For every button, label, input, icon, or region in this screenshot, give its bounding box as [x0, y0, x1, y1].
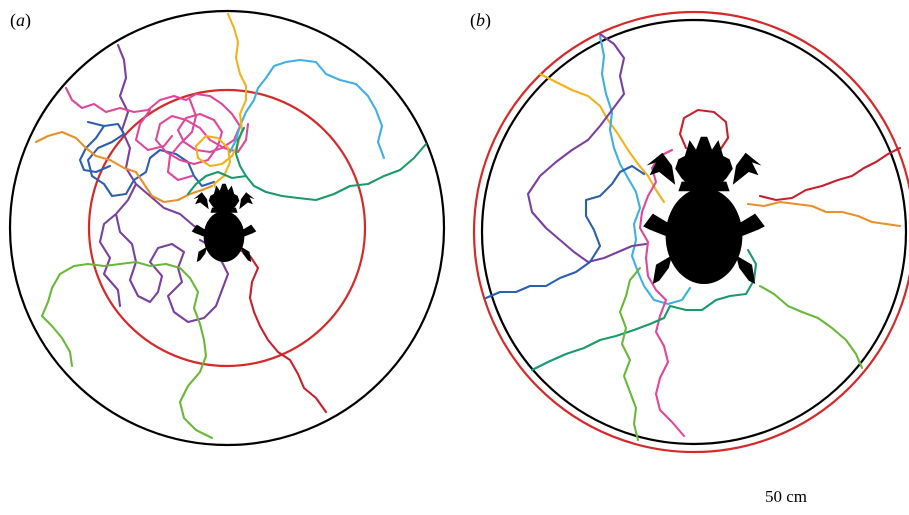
- outer-arena-ring: [8, 9, 446, 447]
- panel-a-label: (a): [10, 10, 31, 30]
- track-blue: [78, 120, 216, 198]
- panel-a: [8, 9, 446, 447]
- track-lightblue: [228, 58, 386, 160]
- track-pink-b: [638, 148, 686, 438]
- track-lightgreen-b: [618, 266, 864, 442]
- track-green-b: [530, 248, 758, 372]
- beetle-icon: [191, 183, 257, 262]
- outer-arena-ring-b: [480, 18, 908, 446]
- track-yellow-b: [538, 72, 666, 204]
- track-green: [186, 126, 428, 202]
- track-lightgreen: [40, 260, 214, 440]
- inner-ring-b: [472, 10, 909, 454]
- panel-b-label: (b): [470, 10, 491, 30]
- track-yellow: [194, 12, 248, 198]
- track-orange: [34, 130, 214, 204]
- track-lightblue-b: [598, 34, 692, 306]
- track-red: [238, 248, 328, 414]
- beetle-icon-large: [643, 136, 765, 284]
- panel-b: [472, 10, 909, 454]
- inner-ring: [87, 88, 367, 368]
- track-pink: [64, 86, 250, 182]
- track-purple-b: [526, 32, 648, 264]
- track-orange-b: [746, 200, 902, 228]
- track-blue-b: [484, 164, 646, 300]
- scale-bar-label: 50 cm: [765, 487, 808, 506]
- track-red-b: [678, 108, 902, 202]
